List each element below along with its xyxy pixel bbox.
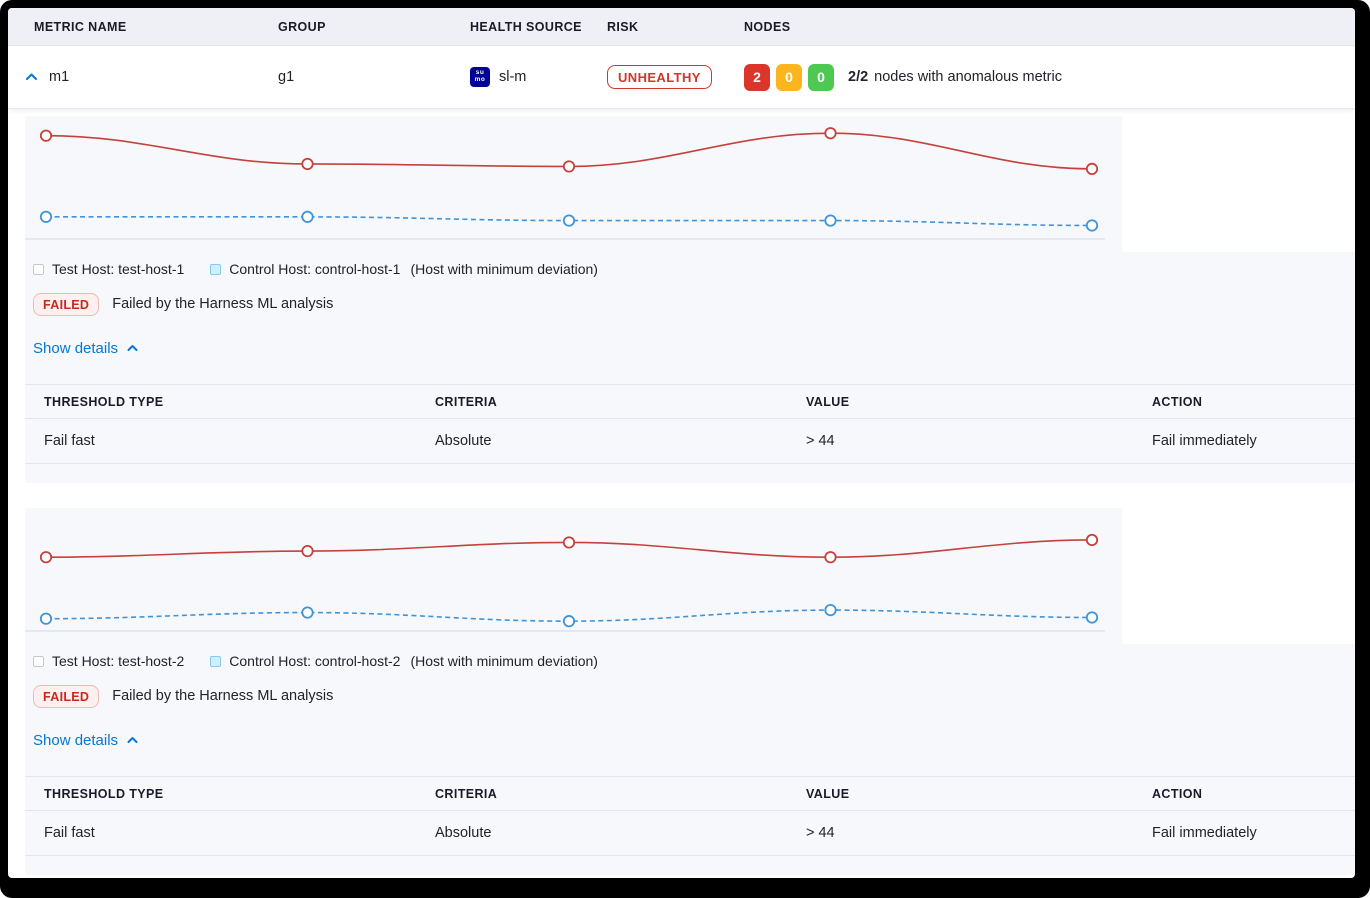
legend-item-test-host[interactable]: Test Host: test-host-2 <box>33 653 184 669</box>
dt-header-threshold-type: THRESHOLD TYPE <box>44 394 164 409</box>
threshold-details-table-1: THRESHOLD TYPE CRITERIA VALUE ACTION Fai… <box>25 384 1355 464</box>
show-details-link-2[interactable]: Show details <box>25 730 139 750</box>
group-value: g1 <box>278 69 295 85</box>
legend-item-control-host[interactable]: Control Host: control-host-1 <box>210 261 400 277</box>
minimum-deviation-note: (Host with minimum deviation) <box>410 653 598 669</box>
column-header-risk: RISK <box>607 19 639 34</box>
chevron-up-icon <box>127 737 138 743</box>
column-header-metric-name: METRIC NAME <box>34 19 127 34</box>
failed-status-badge: FAILED <box>33 292 100 316</box>
host-analysis-card-1: Test Host: test-host-1 Control Host: con… <box>25 116 1355 483</box>
chart-side-panel-1 <box>1122 116 1355 252</box>
nodes-summary-text: nodes with anomalous metric <box>874 69 1062 85</box>
risk-status-badge: UNHEALTHY <box>607 65 712 89</box>
column-header-group: GROUP <box>278 19 326 34</box>
column-header-nodes: NODES <box>744 19 791 34</box>
legend-item-control-host[interactable]: Control Host: control-host-2 <box>210 653 400 669</box>
threshold-table-row: Fail fast Absolute > 44 Fail immediately <box>25 419 1355 464</box>
dt-cell-threshold-type: Fail fast <box>44 433 95 449</box>
dt-cell-criteria: Absolute <box>435 825 492 841</box>
legend-label-control-host: Control Host: control-host-2 <box>229 653 401 669</box>
legend-label-test-host: Test Host: test-host-1 <box>52 261 185 277</box>
nodes-ratio: 2/2 <box>848 69 869 85</box>
metric-row-m1[interactable]: m1 g1 su mo sl-m UNHEALTHY 2 0 0 2/2 node… <box>8 46 1355 109</box>
dt-header-criteria: CRITERIA <box>435 394 498 409</box>
dt-cell-action: Fail immediately <box>1152 825 1257 841</box>
analysis-status-row-2: FAILED Failed by the Harness ML analysis <box>25 684 1355 708</box>
anomalous-nodes-count-badge: 2 <box>744 63 770 91</box>
legend-label-control-host: Control Host: control-host-1 <box>229 261 401 277</box>
test-host-legend-swatch-icon <box>33 263 44 275</box>
chart-legend-1: Test Host: test-host-1 Control Host: con… <box>25 260 1355 278</box>
legend-item-test-host[interactable]: Test Host: test-host-1 <box>33 261 184 277</box>
chart-plot-area-2[interactable] <box>25 508 1115 644</box>
dt-header-criteria: CRITERIA <box>435 786 498 801</box>
healthy-nodes-count-badge: 0 <box>808 63 834 91</box>
timeseries-chart-1[interactable] <box>25 116 1355 252</box>
warning-nodes-count-badge: 0 <box>776 63 802 91</box>
sumologic-icon: su mo <box>470 67 490 87</box>
dt-header-value: VALUE <box>806 394 850 409</box>
dt-header-threshold-type: THRESHOLD TYPE <box>44 786 164 801</box>
chart-plot-area-1[interactable] <box>25 116 1115 252</box>
failed-status-message: Failed by the Harness ML analysis <box>112 296 334 312</box>
chart-legend-2: Test Host: test-host-2 Control Host: con… <box>25 652 1355 670</box>
analysis-status-row-1: FAILED Failed by the Harness ML analysis <box>25 292 1355 316</box>
threshold-details-table-2: THRESHOLD TYPE CRITERIA VALUE ACTION Fai… <box>25 776 1355 856</box>
metric-name-value: m1 <box>49 69 70 85</box>
dt-cell-criteria: Absolute <box>435 433 492 449</box>
chevron-up-icon <box>127 345 138 351</box>
collapse-chevron-up-icon[interactable] <box>24 70 39 84</box>
dt-header-action: ACTION <box>1152 394 1203 409</box>
control-host-legend-swatch-icon <box>210 263 222 275</box>
failed-status-message: Failed by the Harness ML analysis <box>112 688 334 704</box>
threshold-table-row: Fail fast Absolute > 44 Fail immediately <box>25 811 1355 856</box>
legend-label-test-host: Test Host: test-host-2 <box>52 653 185 669</box>
dt-header-action: ACTION <box>1152 786 1203 801</box>
dt-header-value: VALUE <box>806 786 850 801</box>
show-details-link-1[interactable]: Show details <box>25 338 139 358</box>
dt-cell-value: > 44 <box>806 433 835 449</box>
minimum-deviation-note: (Host with minimum deviation) <box>410 261 598 277</box>
timeseries-chart-2[interactable] <box>25 508 1355 644</box>
dt-cell-threshold-type: Fail fast <box>44 825 95 841</box>
failed-status-badge: FAILED <box>33 684 100 708</box>
health-source-value: sl-m <box>499 69 527 85</box>
metrics-analysis-panel: METRIC NAME GROUP HEALTH SOURCE RISK NOD… <box>8 8 1355 878</box>
dt-cell-value: > 44 <box>806 825 835 841</box>
metrics-table-header: METRIC NAME GROUP HEALTH SOURCE RISK NOD… <box>8 8 1355 46</box>
dt-cell-action: Fail immediately <box>1152 433 1257 449</box>
column-header-health-source: HEALTH SOURCE <box>470 19 582 34</box>
test-host-legend-swatch-icon <box>33 655 44 667</box>
chart-side-panel-2 <box>1122 508 1355 644</box>
host-analysis-card-2: Test Host: test-host-2 Control Host: con… <box>25 508 1355 875</box>
control-host-legend-swatch-icon <box>210 655 222 667</box>
